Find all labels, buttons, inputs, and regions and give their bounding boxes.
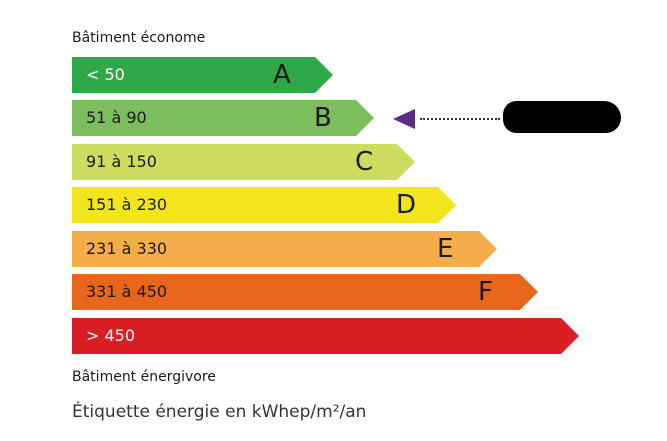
bar-body [72,231,479,267]
class-range: 231 à 330 [86,239,168,258]
class-letter: B [314,103,332,133]
bar-tip [315,57,333,93]
top-label: Bâtiment économe [72,30,206,46]
bar-body [72,57,315,93]
bar-tip [397,144,415,180]
redacted-value [503,101,621,133]
class-range: 51 à 90 [86,108,147,127]
class-range: 91 à 150 [86,152,157,171]
energy-class-c: 91 à 150 C [72,144,415,180]
bar-body [72,187,438,223]
bar-body [72,100,356,136]
energy-class-a: < 50 A [72,57,333,93]
class-range: 151 à 230 [86,195,168,214]
bar-tip [356,100,374,136]
bar-body [72,274,520,310]
energy-class-g: > 450 [72,318,579,354]
bar-tip [561,318,579,354]
bar-tip [438,187,456,223]
bottom-label: Bâtiment énergivore [72,369,216,385]
class-range: > 450 [86,326,136,345]
energy-class-e: 231 à 330 E [72,231,497,267]
class-letter: F [478,277,493,307]
energy-class-f: 331 à 450 F [72,274,538,310]
bar-tip [479,231,497,267]
class-range: < 50 [86,65,125,84]
bar-tip [520,274,538,310]
bar-body [72,318,561,354]
indicator-dotted-line [420,118,500,120]
class-letter: D [396,190,417,220]
class-range: 331 à 450 [86,282,168,301]
footer-caption: Étiquette énergie en kWhep/m²/an [72,402,367,422]
indicator-arrow-icon [393,109,415,129]
class-letter: A [273,60,291,90]
class-letter: E [437,234,454,264]
class-letter: C [355,147,374,177]
energy-class-d: 151 à 230 D [72,187,456,223]
bar-body [72,144,397,180]
energy-class-b: 51 à 90 B [72,100,374,136]
